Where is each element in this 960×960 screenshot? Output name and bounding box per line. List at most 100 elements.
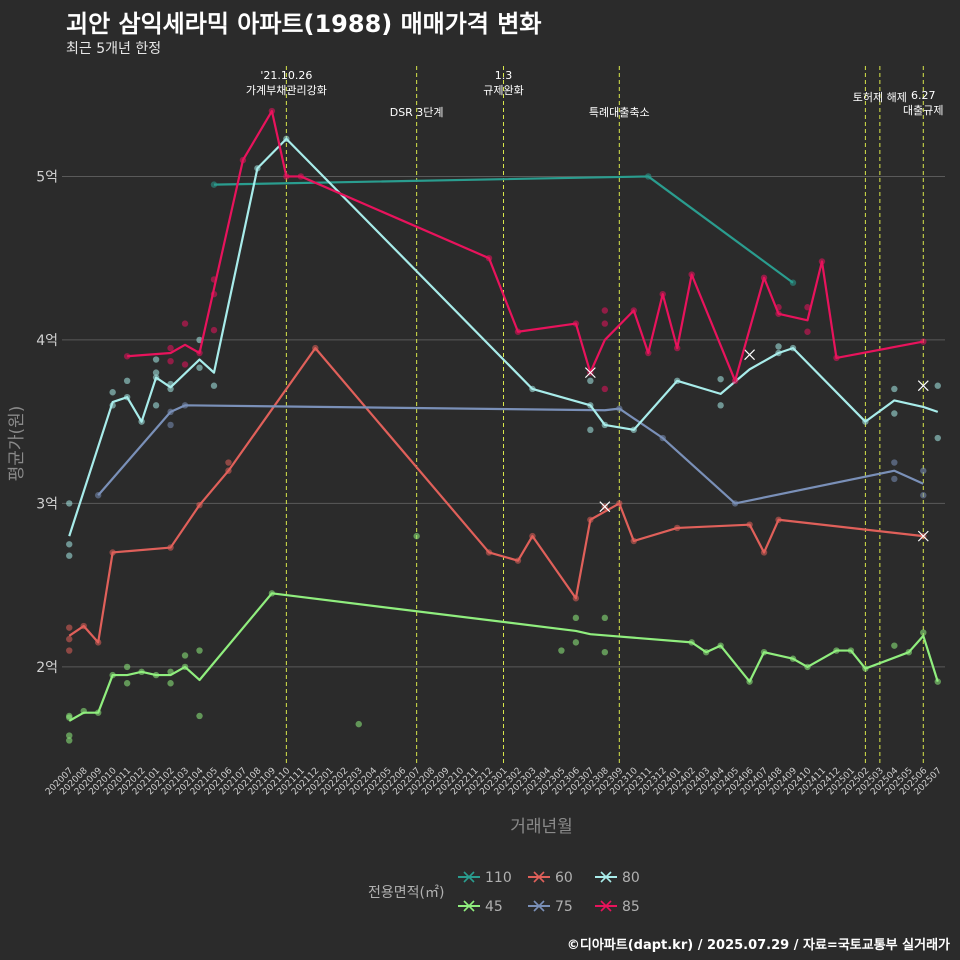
data-point (934, 382, 941, 389)
data-point (804, 328, 811, 335)
data-point (196, 712, 203, 720)
data-point (717, 402, 724, 409)
data-point (920, 492, 927, 499)
legend-swatch-cross (463, 871, 475, 883)
data-point (587, 426, 594, 434)
latest-marker (744, 349, 756, 361)
data-point (891, 459, 898, 466)
series-45 (66, 532, 941, 744)
series-80 (66, 135, 941, 559)
legend-label: 75 (555, 899, 573, 915)
legend-item: 45 (458, 899, 503, 915)
data-point (920, 467, 927, 474)
data-point (210, 326, 218, 334)
y-tick-label: 4억 (36, 333, 58, 349)
legend-label: 45 (485, 899, 503, 915)
data-point (413, 532, 420, 540)
data-point (601, 320, 609, 327)
data-point (123, 377, 131, 385)
data-point (601, 307, 609, 314)
data-point (123, 663, 131, 671)
data-point (167, 680, 174, 687)
data-point (66, 635, 73, 643)
data-point (572, 614, 580, 622)
series-line (127, 109, 924, 382)
series-line (97, 404, 924, 505)
latest-marker (917, 380, 929, 392)
series-line (213, 175, 794, 284)
data-point (181, 652, 189, 659)
event-label: 6.27 대출규제 (903, 89, 943, 117)
series-line (68, 347, 924, 644)
legend-item: 85 (595, 899, 640, 915)
legend-swatch-cross (600, 871, 612, 883)
data-point (66, 500, 73, 507)
legend-item: 75 (528, 899, 573, 915)
legend-item: 60 (528, 870, 573, 886)
data-point (891, 475, 898, 483)
data-point (152, 369, 160, 376)
series-110 (210, 173, 797, 286)
y-tick-label: 3억 (36, 496, 58, 512)
data-point (601, 614, 609, 622)
legend-swatch-cross (533, 900, 545, 912)
data-point (891, 642, 898, 649)
cross-stroke (917, 380, 929, 392)
y-tick-label: 5억 (36, 169, 58, 185)
data-point (775, 343, 782, 350)
data-point (167, 357, 174, 365)
data-point (587, 377, 594, 385)
x-axis-title: 거래년월 (510, 817, 573, 837)
chart-title: 괴안 삼익세라믹 아파트(1988) 매매가격 변화 (66, 10, 542, 38)
event-label: 1.3 규제완화 (483, 69, 523, 97)
data-point (66, 624, 73, 631)
legend-label: 80 (622, 870, 640, 886)
data-point (109, 389, 116, 396)
data-point (196, 364, 203, 371)
data-point (355, 720, 362, 728)
data-point (152, 356, 160, 363)
event-label: '21.10.26 가계부채관리강화 (246, 69, 327, 97)
data-point (210, 382, 218, 389)
legend-swatch-cross (600, 900, 612, 912)
latest-marker (917, 530, 929, 542)
event-label: 특례대출축소 (589, 106, 650, 119)
y-axis-title: 평균가(원) (7, 406, 27, 482)
data-point (601, 385, 609, 393)
cross-stroke (917, 530, 929, 542)
data-point (66, 647, 73, 654)
data-point (66, 712, 73, 720)
series-75 (94, 402, 927, 507)
data-point (66, 541, 73, 548)
series-85 (123, 107, 927, 393)
legend-title: 전용면적(㎡) (368, 885, 444, 901)
data-point (804, 304, 811, 311)
chart-subtitle: 최근 5개년 한정 (66, 41, 162, 57)
cross-stroke (599, 501, 611, 513)
legend-item: 110 (458, 870, 512, 886)
latest-marker (599, 501, 611, 513)
data-point (891, 410, 898, 417)
legend-label: 85 (622, 899, 640, 915)
legend-label: 60 (555, 870, 573, 886)
event-label: 토허제 해제 (853, 90, 907, 104)
data-point (167, 344, 174, 352)
data-point (123, 680, 131, 687)
data-point (934, 434, 941, 442)
data-point (196, 647, 203, 654)
data-point (181, 320, 189, 327)
data-point (558, 647, 565, 654)
data-point (920, 629, 927, 636)
cross-stroke (584, 367, 596, 379)
event-label: DSR 3단계 (390, 106, 444, 119)
data-point (66, 552, 73, 559)
y-tick-label: 2억 (36, 660, 58, 676)
series-line (68, 592, 939, 722)
data-point (181, 361, 189, 368)
series-line (68, 137, 939, 537)
series-60 (66, 344, 929, 654)
legend-item: 80 (595, 870, 640, 886)
data-point (66, 737, 73, 744)
